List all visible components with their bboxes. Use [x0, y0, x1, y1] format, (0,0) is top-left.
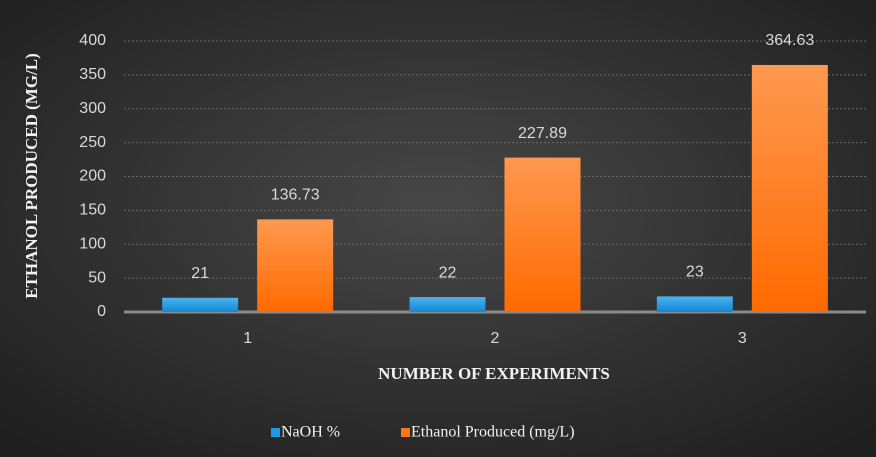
legend-label: Ethanol Produced (mg/L)	[411, 424, 575, 441]
x-tick-label: 3	[738, 330, 747, 347]
y-tick-label: 200	[79, 168, 106, 185]
data-label: 364.63	[765, 32, 814, 49]
bar	[162, 297, 239, 312]
data-label: 23	[686, 264, 704, 281]
data-label: 22	[439, 264, 457, 281]
bar	[504, 157, 581, 312]
y-tick-label: 0	[97, 303, 106, 320]
legend-swatch	[271, 428, 280, 437]
bar	[409, 297, 486, 312]
data-label: 21	[191, 265, 209, 282]
x-tick-label: 2	[491, 330, 500, 347]
bar	[257, 219, 334, 312]
legend-swatch	[401, 428, 410, 437]
y-tick-label: 50	[88, 269, 106, 286]
y-tick-label: 250	[79, 134, 106, 151]
y-tick-label: 300	[79, 100, 106, 117]
y-tick-label: 400	[79, 32, 106, 49]
bar	[751, 64, 828, 313]
y-tick-label: 350	[79, 66, 106, 83]
x-axis-label: NUMBER OF EXPERIMENTS	[378, 364, 610, 383]
y-tick-label: 150	[79, 202, 106, 219]
x-tick-label: 1	[243, 330, 252, 347]
legend-label: NaOH %	[281, 424, 340, 441]
data-label: 227.89	[518, 125, 567, 142]
bar	[656, 296, 733, 312]
data-label: 136.73	[271, 187, 320, 204]
y-tick-label: 100	[79, 235, 106, 252]
y-axis-label: ETHANOL PRODUCED (MG/L)	[22, 53, 41, 299]
